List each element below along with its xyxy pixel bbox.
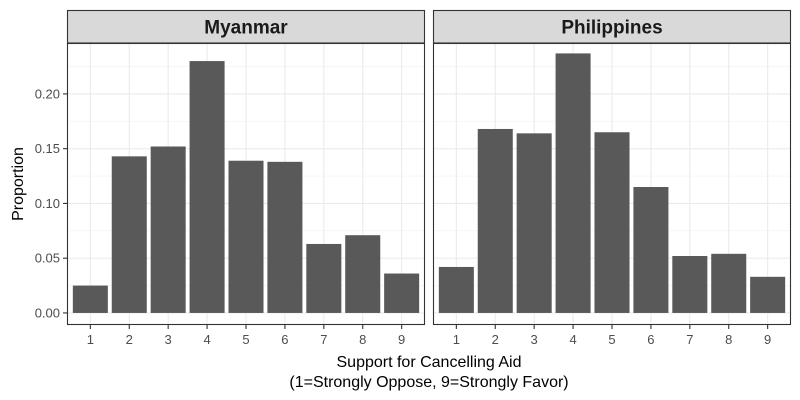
bar bbox=[711, 253, 747, 313]
bar bbox=[438, 266, 474, 313]
y-tick-label: 0.05 bbox=[35, 251, 60, 266]
y-axis-title: Proportion bbox=[10, 147, 27, 221]
bar bbox=[267, 161, 303, 313]
x-axis-title-line-2: (1=Strongly Oppose, 9=Strongly Favor) bbox=[289, 374, 568, 391]
x-tick-label: 2 bbox=[126, 332, 133, 347]
panel-title: Myanmar bbox=[204, 18, 288, 39]
bar bbox=[72, 285, 108, 313]
strip-background bbox=[432, 9, 792, 44]
x-tick-label: 3 bbox=[165, 332, 172, 347]
y-tick-label: 0.20 bbox=[35, 86, 60, 101]
bar bbox=[228, 160, 264, 313]
x-tick-label: 4 bbox=[203, 332, 210, 347]
bar bbox=[555, 53, 591, 313]
bar bbox=[750, 276, 786, 313]
x-tick-label: 4 bbox=[569, 332, 576, 347]
bar bbox=[477, 128, 513, 313]
panel-title: Philippines bbox=[561, 18, 662, 39]
y-tick-label: 0.00 bbox=[35, 305, 60, 320]
x-tick-label: 5 bbox=[242, 332, 249, 347]
x-tick-label: 1 bbox=[87, 332, 94, 347]
x-axis-title-line-1: Support for Cancelling Aid bbox=[337, 354, 522, 371]
strip-background bbox=[66, 9, 426, 44]
x-tick-label: 7 bbox=[686, 332, 693, 347]
bar bbox=[594, 132, 630, 313]
x-tick-label: 7 bbox=[320, 332, 327, 347]
x-tick-label: 6 bbox=[281, 332, 288, 347]
y-tick-label: 0.15 bbox=[35, 141, 60, 156]
bar bbox=[150, 146, 186, 313]
x-tick-label: 9 bbox=[764, 332, 771, 347]
x-tick-label: 9 bbox=[398, 332, 405, 347]
y-tick-label: 0.10 bbox=[35, 196, 60, 211]
bar bbox=[633, 187, 669, 313]
x-tick-label: 8 bbox=[725, 332, 732, 347]
bar bbox=[345, 235, 381, 313]
bar bbox=[111, 156, 147, 313]
x-tick-label: 6 bbox=[647, 332, 654, 347]
bar bbox=[306, 243, 342, 313]
x-tick-label: 5 bbox=[608, 332, 615, 347]
bar bbox=[189, 61, 225, 313]
x-tick-label: 2 bbox=[492, 332, 499, 347]
x-tick-label: 8 bbox=[359, 332, 366, 347]
bar bbox=[516, 133, 552, 313]
x-tick-label: 3 bbox=[531, 332, 538, 347]
bar bbox=[672, 256, 708, 313]
bar bbox=[384, 273, 420, 313]
x-tick-label: 1 bbox=[453, 332, 460, 347]
